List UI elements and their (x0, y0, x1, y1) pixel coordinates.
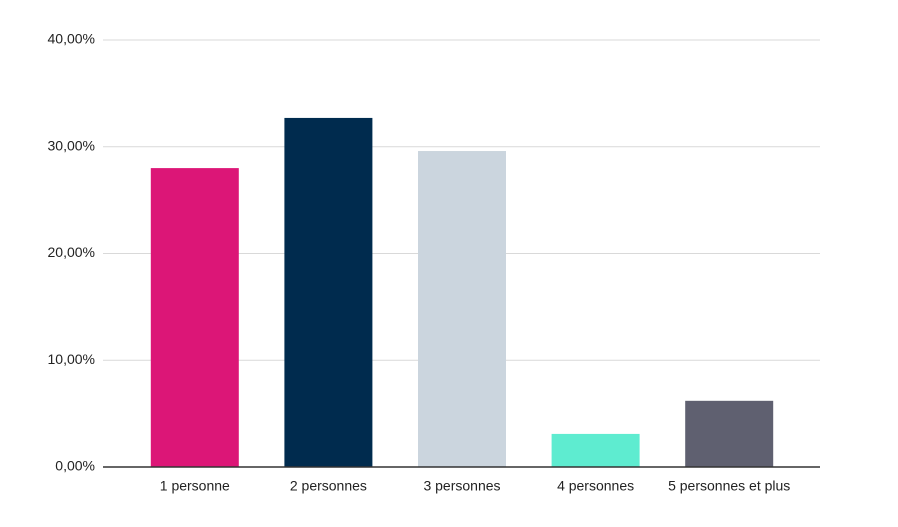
x-tick-label: 3 personnes (423, 478, 500, 494)
x-tick-label: 4 personnes (557, 478, 634, 494)
x-tick-label: 2 personnes (290, 478, 367, 494)
x-tick-label: 5 personnes et plus (668, 478, 790, 494)
bar (150, 168, 239, 467)
y-tick-label: 40,00% (48, 31, 95, 47)
bar (685, 400, 774, 467)
x-tick-label: 1 personne (160, 478, 230, 494)
y-tick-label: 20,00% (48, 244, 95, 260)
y-tick-label: 10,00% (48, 351, 95, 367)
bar (551, 433, 640, 467)
y-tick-label: 0,00% (55, 458, 95, 474)
y-tick-label: 30,00% (48, 137, 95, 153)
bar (284, 117, 373, 468)
bar (418, 151, 506, 467)
